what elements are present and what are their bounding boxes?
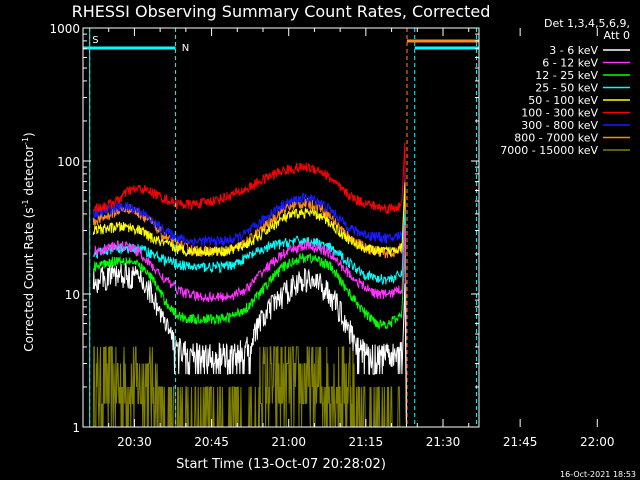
legend: 3 - 6 keV6 - 12 keV12 - 25 keV25 - 50 ke… bbox=[500, 44, 630, 157]
y-tick-label: 100 bbox=[57, 155, 80, 169]
y-axis-label-sup2: -1 bbox=[21, 137, 30, 145]
legend-label: 7000 - 15000 keV bbox=[500, 144, 598, 157]
y-tick-label: 1000 bbox=[49, 22, 80, 36]
x-tick-label: 21:15 bbox=[349, 435, 384, 449]
legend-label: 25 - 50 keV bbox=[535, 82, 598, 95]
detector-info-line2: Att 0 bbox=[604, 29, 630, 42]
y-tick-label: 1 bbox=[72, 421, 80, 435]
x-tick-label: 20:30 bbox=[117, 435, 152, 449]
legend-label: 3 - 6 keV bbox=[549, 44, 598, 57]
timestamp: 16-Oct-2021 18:53 bbox=[560, 470, 636, 479]
y-axis-label-main: Corrected Count Rate (s bbox=[22, 207, 36, 351]
legend-label: 50 - 100 keV bbox=[528, 94, 598, 107]
y-axis-label-end: ) bbox=[22, 132, 36, 137]
x-tick-label: 21:30 bbox=[426, 435, 461, 449]
chart-title: RHESSI Observing Summary Count Rates, Co… bbox=[72, 2, 491, 21]
x-tick-label: 22:00 bbox=[580, 435, 615, 449]
legend-label: 100 - 300 keV bbox=[521, 107, 598, 120]
legend-label: 6 - 12 keV bbox=[542, 57, 598, 70]
saa-flag-label: S bbox=[92, 35, 98, 46]
x-tick-label: 20:45 bbox=[194, 435, 229, 449]
y-axis-label: Corrected Count Rate (s-1 detector-1) bbox=[21, 132, 36, 351]
x-tick-label: 21:45 bbox=[503, 435, 538, 449]
y-axis-label-sup1: -1 bbox=[21, 199, 30, 207]
x-tick-label: 21:00 bbox=[271, 435, 306, 449]
legend-label: 300 - 800 keV bbox=[521, 119, 598, 132]
x-axis-label: Start Time (13-Oct-07 20:28:02) bbox=[176, 457, 386, 472]
plot-area: SN bbox=[83, 28, 479, 427]
night-flag-label: N bbox=[182, 43, 189, 54]
y-tick-label: 10 bbox=[65, 288, 80, 302]
legend-label: 800 - 7000 keV bbox=[514, 132, 598, 145]
y-axis-label-mid: detector bbox=[22, 145, 36, 200]
legend-label: 12 - 25 keV bbox=[535, 69, 598, 82]
